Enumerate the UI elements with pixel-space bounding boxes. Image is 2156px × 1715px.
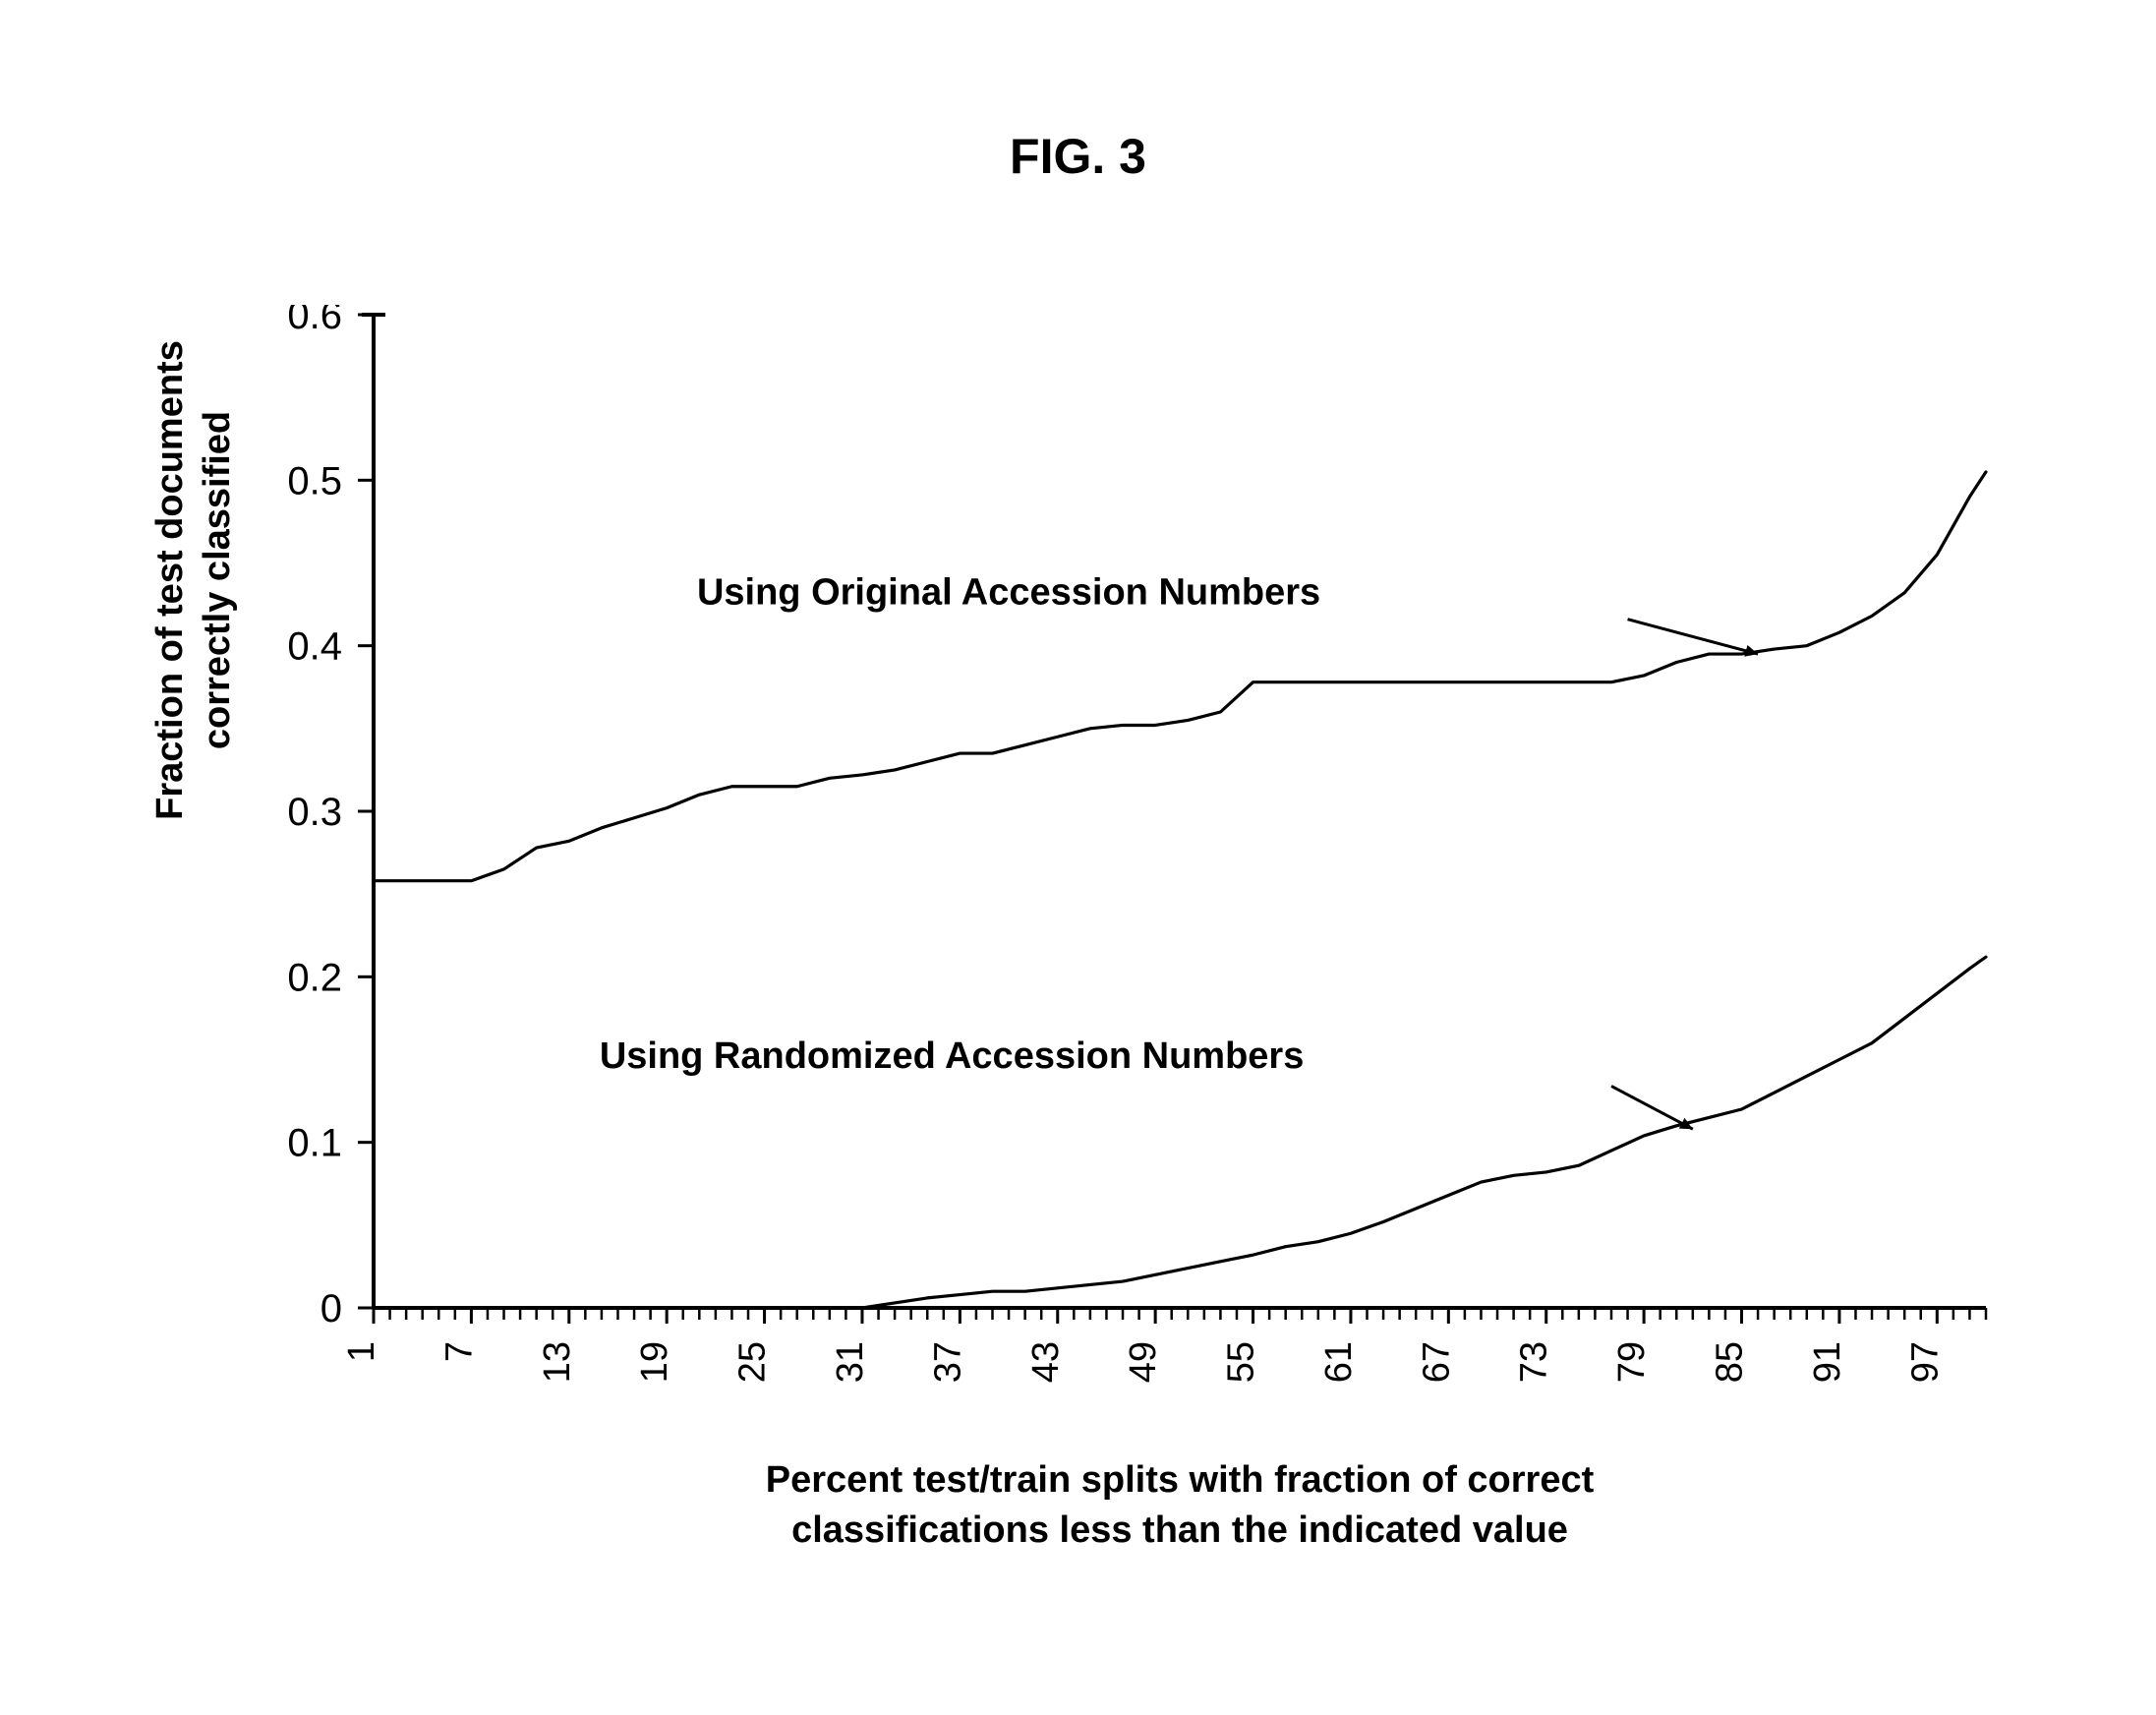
series-randomized xyxy=(374,957,1986,1308)
x-tick-label: 85 xyxy=(1710,1341,1751,1383)
x-tick-label: 13 xyxy=(537,1341,578,1383)
chart-svg: 0 0.1 0.2 0.3 0.4 0.5 0.6 1 7 13 19 25 31 37 43 49 55 61 6… xyxy=(256,305,2015,1426)
figure-title: FIG. 3 xyxy=(0,128,2156,185)
x-tick-label: 37 xyxy=(927,1341,968,1383)
y-tick-label: 0.2 xyxy=(287,956,342,999)
x-tick-label: 79 xyxy=(1611,1341,1653,1383)
x-tick-label: 19 xyxy=(634,1341,675,1383)
y-tick-label: 0.3 xyxy=(287,791,342,834)
x-tick-label: 73 xyxy=(1514,1341,1555,1383)
y-axis-label-line2: correctly classified xyxy=(195,84,242,1077)
x-axis-label: Percent test/train splits with fraction … xyxy=(374,1455,1986,1557)
x-tick-label: 43 xyxy=(1025,1341,1067,1383)
y-tick-label: 0.4 xyxy=(287,625,342,669)
x-tick-label: 49 xyxy=(1123,1341,1164,1383)
series-randomized-label: Using Randomized Accession Numbers xyxy=(600,1035,1305,1077)
series-original xyxy=(374,472,1986,881)
y-tick-label: 0.5 xyxy=(287,459,342,503)
x-tick-label: 55 xyxy=(1221,1341,1262,1383)
y-axis-label-line1: Fraction of test documents xyxy=(147,84,195,1077)
y-tick-label: 0.1 xyxy=(287,1122,342,1165)
x-tick-label: 91 xyxy=(1807,1341,1848,1383)
x-tick-label: 61 xyxy=(1318,1341,1360,1383)
y-axis-label: Fraction of test documents correctly cla… xyxy=(147,84,241,1077)
x-axis-label-line1: Percent test/train splits with fraction … xyxy=(374,1455,1986,1506)
series-original-label: Using Original Accession Numbers xyxy=(697,572,1320,614)
x-axis-label-line2: classifications less than the indicated … xyxy=(374,1506,1986,1556)
page: FIG. 3 Fraction of test documents correc… xyxy=(0,0,2156,1715)
x-tick-label: 7 xyxy=(438,1341,480,1362)
x-tick-label: 31 xyxy=(830,1341,871,1383)
y-tick-label: 0.6 xyxy=(287,305,342,337)
x-tick-label: 97 xyxy=(1904,1341,1946,1383)
y-tick-label: 0 xyxy=(320,1287,342,1331)
chart: 0 0.1 0.2 0.3 0.4 0.5 0.6 1 7 13 19 25 31 37 43 49 55 61 6… xyxy=(256,305,2015,1426)
x-tick-label: 67 xyxy=(1416,1341,1457,1383)
x-tick-label: 25 xyxy=(732,1341,774,1383)
x-tick-label: 1 xyxy=(341,1341,382,1362)
